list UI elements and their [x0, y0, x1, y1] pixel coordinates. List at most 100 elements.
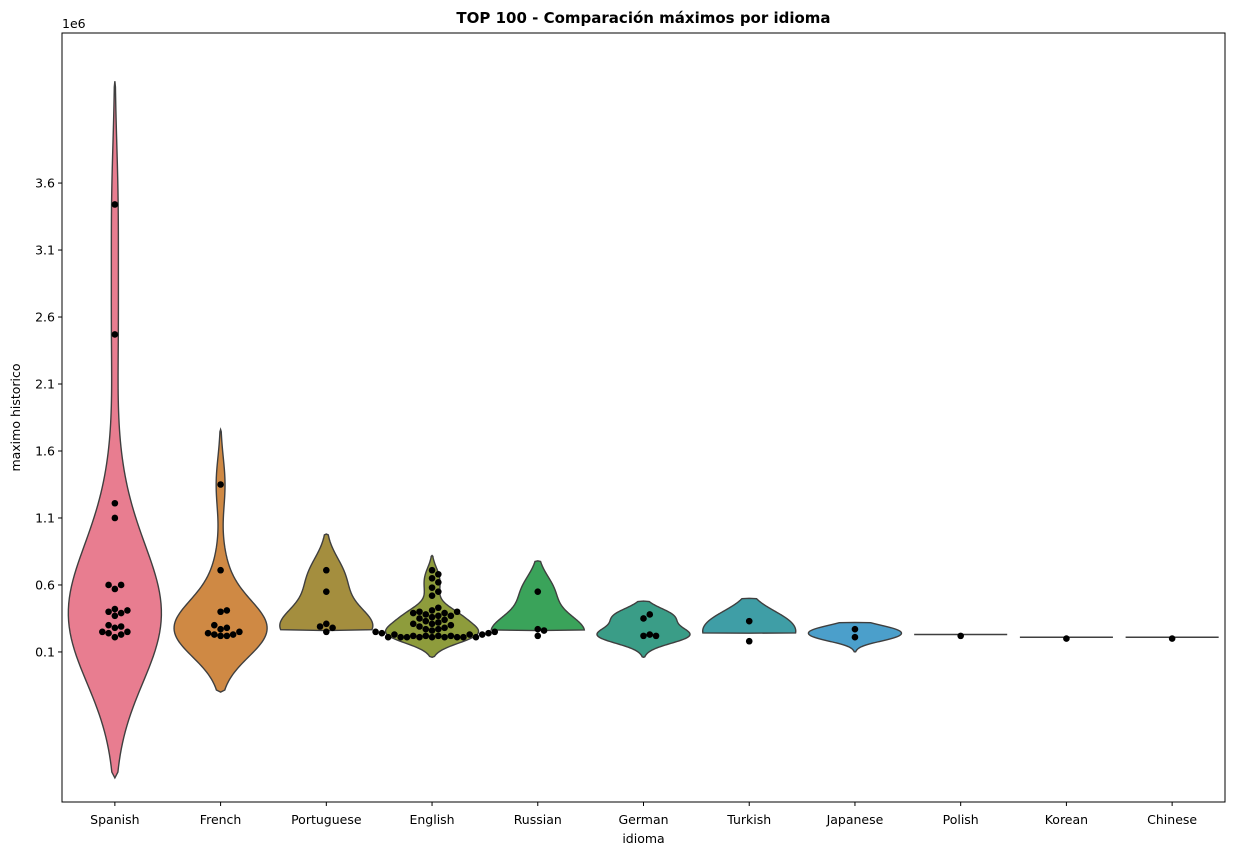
data-point-english [409, 609, 417, 617]
data-point-english [428, 620, 436, 628]
data-point-spanish [117, 581, 125, 589]
data-point-english [447, 632, 455, 640]
data-point-portuguese [323, 628, 330, 636]
data-point-english [416, 608, 423, 616]
data-point-french [229, 631, 237, 638]
data-point-spanish [111, 633, 119, 641]
data-point-spanish [111, 514, 119, 522]
data-point-korean [1063, 635, 1070, 642]
data-point-english [422, 611, 430, 618]
y-tick-label: 3.1 [35, 243, 55, 258]
data-point-english [441, 624, 448, 632]
data-point-english [428, 607, 436, 614]
data-point-spanish [124, 607, 131, 614]
data-point-english [391, 631, 398, 638]
data-point-english [428, 627, 436, 634]
data-point-english [485, 629, 492, 637]
y-tick-label: 0.1 [35, 644, 55, 659]
data-point-japanese [851, 633, 859, 641]
data-point-russian [534, 625, 542, 633]
data-point-english [441, 609, 448, 617]
data-point-english [435, 604, 442, 612]
x-tick-label-japanese: Japanese [826, 812, 884, 827]
data-point-english [416, 623, 423, 630]
data-point-german [646, 611, 654, 618]
y-tick-label: 1.1 [35, 510, 55, 525]
data-point-portuguese [323, 588, 330, 595]
data-point-english [435, 578, 442, 586]
data-point-english [453, 608, 461, 616]
data-point-french [211, 621, 218, 629]
data-point-english [466, 631, 473, 638]
data-point-english [435, 570, 442, 578]
data-point-chinese [1168, 635, 1176, 642]
x-tick-label-spanish: Spanish [90, 812, 139, 827]
data-point-english [428, 633, 436, 641]
data-point-spanish [111, 624, 119, 632]
chart-title: TOP 100 - Comparación máximos por idioma [456, 9, 830, 27]
data-point-english [478, 631, 486, 638]
violin-english [384, 554, 480, 659]
data-point-spanish [111, 605, 119, 613]
violins-layer [67, 81, 1219, 780]
y-axis-label: maximo historico [8, 363, 23, 471]
data-point-french [223, 607, 231, 614]
data-point-english [403, 633, 411, 641]
data-point-french [217, 481, 224, 488]
data-point-german [640, 615, 647, 622]
data-point-french [204, 629, 212, 637]
data-point-german [640, 632, 647, 640]
data-point-russian [534, 588, 542, 595]
y-tick-label: 2.1 [35, 377, 55, 392]
data-point-english [435, 619, 442, 626]
y-axis-ticks: 0.1 0.6 1.1 1.6 2.1 2.6 3.1 3.6 [35, 176, 62, 659]
x-tick-label-korean: Korean [1045, 812, 1088, 827]
data-point-english [422, 617, 430, 625]
data-point-english [422, 632, 430, 640]
data-point-english [472, 633, 480, 641]
data-point-spanish [117, 631, 125, 638]
data-point-russian [534, 632, 542, 640]
data-point-spanish [105, 629, 112, 637]
data-point-english [409, 632, 417, 640]
data-point-german [646, 631, 654, 638]
data-point-spanish [111, 331, 119, 338]
data-point-french [236, 628, 243, 636]
data-point-english [453, 633, 461, 641]
data-point-french [211, 631, 218, 638]
data-point-english [416, 615, 423, 622]
data-point-english [397, 633, 405, 641]
data-point-english [435, 632, 442, 640]
data-point-portuguese [316, 623, 324, 630]
data-point-turkish [745, 637, 753, 645]
x-tick-label-french: French [200, 812, 242, 827]
x-tick-label-english: English [409, 812, 454, 827]
data-point-russian [540, 627, 548, 634]
data-point-portuguese [323, 620, 330, 628]
data-point-english [441, 633, 448, 641]
x-tick-label-portuguese: Portuguese [291, 812, 362, 827]
data-point-english [435, 588, 442, 595]
data-point-french [217, 625, 224, 633]
data-point-english [491, 628, 499, 636]
violin-russian [490, 560, 586, 632]
violin-german [596, 600, 691, 659]
data-point-english [447, 621, 455, 629]
x-tick-label-polish: Polish [943, 812, 979, 827]
data-point-turkish [745, 617, 753, 625]
data-point-english [435, 625, 442, 633]
data-point-french [217, 608, 224, 616]
data-point-english [441, 616, 448, 624]
swarm-points-layer [99, 201, 1176, 645]
data-point-english [409, 620, 417, 628]
data-point-english [435, 612, 442, 620]
data-point-spanish [105, 621, 112, 629]
data-point-spanish [111, 585, 119, 593]
data-point-spanish [117, 609, 125, 617]
y-tick-label: 3.6 [35, 176, 55, 191]
violin-portuguese [279, 533, 374, 632]
data-point-japanese [851, 625, 859, 633]
violin-turkish [702, 597, 797, 634]
data-point-french [217, 566, 224, 574]
